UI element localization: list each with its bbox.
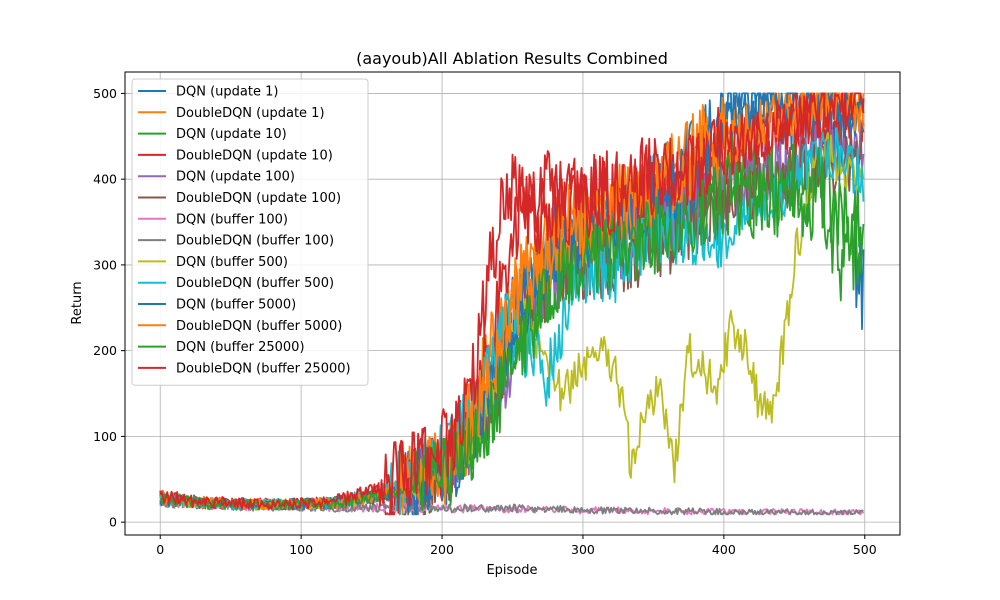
- plot-frame: [124, 71, 901, 536]
- legend-entry-label: DQN (buffer 500): [176, 255, 288, 270]
- legend-entry-label: DQN (update 100): [176, 170, 295, 185]
- x-tick-label: 0: [156, 542, 164, 557]
- y-tick-label: 500: [93, 86, 117, 101]
- legend-entry-label: DQN (buffer 25000): [176, 340, 305, 355]
- legend-box: [131, 78, 369, 386]
- legend-entry-label: DoubleDQN (buffer 25000): [176, 361, 351, 376]
- series-line-13: [159, 92, 865, 516]
- legend-entry-label: DQN (update 1): [176, 85, 278, 100]
- series-line-12: [159, 143, 865, 512]
- x-tick-label: 400: [712, 542, 736, 557]
- series-line-11: [159, 92, 865, 516]
- legend-entry-label: DoubleDQN (update 100): [176, 191, 341, 206]
- x-tick-label: 200: [430, 542, 454, 557]
- legend-entry-label: DoubleDQN (update 10): [176, 148, 333, 163]
- y-tick-label: 100: [93, 429, 117, 444]
- legend-entry-label: DoubleDQN (buffer 100): [176, 234, 334, 249]
- x-axis-label: Episode: [486, 563, 537, 578]
- series-line-8: [159, 130, 865, 511]
- chart-title: (aayoub)All Ablation Results Combined: [356, 49, 668, 68]
- legend-entry-label: DQN (update 10): [176, 127, 287, 142]
- legend: DQN (update 1) DoubleDQN (update 1) DQN (u…: [131, 78, 369, 386]
- y-tick-label: 200: [93, 343, 117, 358]
- x-tick-label: 100: [289, 542, 313, 557]
- legend-entry-label: DQN (buffer 5000): [176, 298, 296, 313]
- y-tick-label: 400: [93, 172, 117, 187]
- legend-entry-label: DoubleDQN (buffer 5000): [176, 319, 342, 334]
- legend-entry-label: DQN (buffer 100): [176, 212, 288, 227]
- legend-entry-label: DoubleDQN (buffer 500): [176, 276, 334, 291]
- axis-ticks: 0 100 200 300 400 500 0 100 200 300 400 500: [93, 86, 877, 557]
- series-layer: [159, 92, 865, 516]
- x-tick-label: 500: [853, 542, 877, 557]
- y-axis-label: Return: [70, 281, 85, 324]
- y-tick-label: 0: [109, 515, 117, 530]
- y-tick-label: 300: [93, 257, 117, 272]
- x-tick-label: 300: [571, 542, 595, 557]
- legend-entry-label: DoubleDQN (update 1): [176, 106, 325, 121]
